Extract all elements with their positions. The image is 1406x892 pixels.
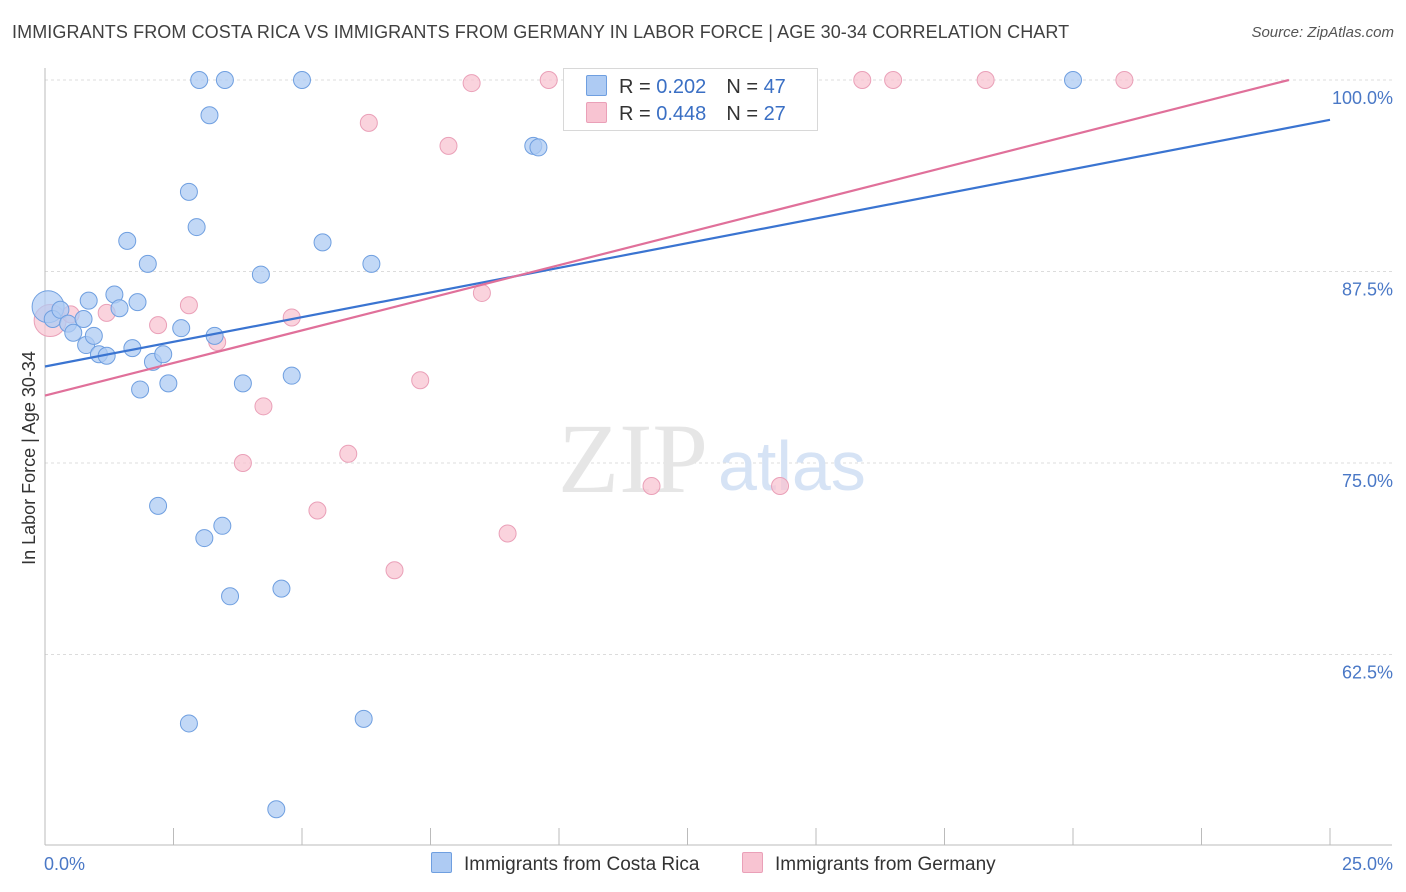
scatter-point-blue	[187, 218, 206, 237]
scatter-point-blue	[200, 106, 219, 125]
scatter-point-blue	[272, 579, 291, 598]
scatter-point-blue	[293, 71, 311, 89]
stats-legend: R = 0.202 N = 47 R = 0.448 N = 27	[563, 68, 818, 131]
scatter-point-pink	[771, 476, 790, 495]
scatter-point-blue	[179, 714, 198, 733]
scatter-point-blue	[74, 309, 93, 328]
scatter-point-blue	[118, 231, 137, 250]
watermark-zip: ZIP	[558, 403, 708, 514]
scatter-point-pink	[339, 444, 358, 463]
y-tick-label: 62.5%	[1342, 663, 1393, 683]
legend-item-germany: Immigrants from Germany	[742, 852, 996, 876]
x-tick-label: 25.0%	[1342, 854, 1393, 874]
r-value: 0.448	[656, 103, 707, 125]
watermark: ZIP atlas	[558, 403, 866, 514]
legend-row-costa-rica: R = 0.202 N = 47	[586, 75, 786, 101]
n-value: 47	[763, 76, 786, 98]
scatter-point-pink	[498, 524, 517, 543]
r-value: 0.202	[656, 76, 707, 98]
scatter-point-pink	[884, 71, 903, 89]
y-tick-label: 100.0%	[1332, 88, 1393, 108]
scatter-point-pink	[233, 454, 252, 472]
scatter-point-blue	[159, 374, 178, 393]
r-label: R =	[619, 76, 657, 98]
scatter-point-pink	[411, 371, 430, 390]
trend-line-pink	[44, 78, 1290, 397]
scatter-point-blue	[195, 529, 214, 548]
scatter-point-blue	[51, 300, 70, 319]
scatter-point-pink	[359, 113, 378, 132]
scatter-point-pink	[254, 397, 273, 416]
scatter-point-blue	[149, 496, 168, 515]
scatter-point-blue	[138, 254, 157, 273]
pink-swatch	[586, 102, 607, 123]
n-label: N =	[726, 103, 764, 125]
legend-row-germany: R = 0.448 N = 27	[586, 102, 786, 128]
scatter-point-pink	[1115, 71, 1134, 89]
scatter-point-blue	[282, 366, 301, 385]
scatter-point-blue	[84, 326, 103, 345]
scatter-point-pink	[308, 501, 327, 520]
scatter-point-pink	[976, 71, 995, 89]
scatter-point-pink	[179, 296, 198, 315]
scatter-point-blue	[172, 319, 191, 338]
scatter-point-blue	[154, 345, 173, 364]
scatter-point-blue	[267, 800, 286, 819]
y-tick-label: 75.0%	[1342, 471, 1393, 491]
scatter-point-blue	[354, 709, 373, 728]
blue-swatch	[431, 852, 452, 873]
n-value: 27	[763, 103, 786, 125]
n-label: N =	[726, 76, 764, 98]
scatter-point-blue	[1064, 71, 1082, 89]
scatter-point-blue	[251, 265, 270, 284]
scatter-point-blue	[221, 587, 240, 606]
x-tick-label: 0.0%	[44, 854, 85, 874]
scatter-point-blue	[362, 254, 381, 273]
scatter-point-pink	[642, 476, 661, 495]
scatter-point-blue	[131, 380, 150, 399]
scatter-point-pink	[149, 316, 168, 335]
scatter-point-blue	[64, 323, 83, 342]
watermark-atlas: atlas	[718, 427, 866, 505]
scatter-point-blue	[313, 233, 332, 252]
scatter-point-pink	[385, 561, 404, 580]
blue-swatch	[586, 75, 607, 96]
r-label: R =	[619, 103, 657, 125]
trend-line-blue	[44, 118, 1331, 368]
scatter-point-blue	[110, 299, 129, 318]
y-axis-label: In Labor Force | Age 30-34	[19, 351, 39, 565]
scatter-point-pink	[539, 71, 558, 89]
legend-item-costa-rica: Immigrants from Costa Rica	[431, 852, 699, 876]
scatter-point-blue	[215, 71, 234, 89]
scatter-point-pink	[439, 136, 458, 155]
scatter-point-blue	[128, 293, 147, 312]
scatter-point-blue	[213, 516, 232, 535]
source-label: Source: ZipAtlas.com	[1251, 24, 1394, 41]
scatter-point-pink	[462, 74, 481, 93]
scatter-point-blue	[529, 138, 548, 157]
scatter-point-blue	[190, 71, 209, 89]
legend-label: Immigrants from Costa Rica	[464, 854, 700, 875]
scatter-point-blue	[79, 291, 98, 310]
scatter-point-blue	[179, 182, 198, 201]
legend-label: Immigrants from Germany	[775, 854, 996, 875]
scatter-point-pink	[853, 71, 872, 89]
chart-title: IMMIGRANTS FROM COSTA RICA VS IMMIGRANTS…	[12, 22, 1070, 42]
pink-swatch	[742, 852, 763, 873]
scatter-point-blue	[233, 374, 252, 393]
y-tick-label: 87.5%	[1342, 280, 1393, 300]
